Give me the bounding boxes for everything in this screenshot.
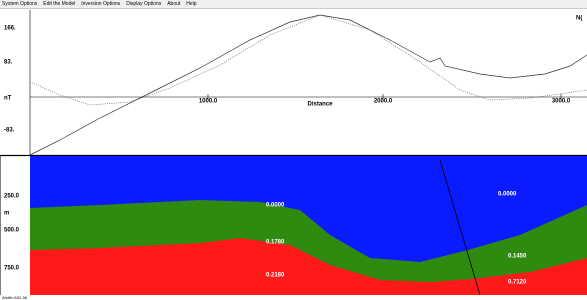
profile-panel — [0, 10, 587, 155]
status-bar: Width=532.38 — [2, 295, 27, 300]
body-label: 0.2180 — [266, 273, 285, 279]
x-label: 1000.0 — [199, 99, 218, 105]
body-label: 0.1780 — [266, 240, 285, 246]
x-label: 2000.0 — [374, 99, 393, 105]
body-label: 0.1450 — [508, 254, 527, 260]
depth-label: 250.0 — [4, 194, 20, 200]
x-label: 3000.0 — [552, 99, 571, 105]
depth-label: 750.0 — [4, 266, 20, 272]
y-label: 83. — [4, 60, 13, 66]
y-label: -83. — [4, 128, 15, 134]
y-label: 166. — [4, 26, 16, 32]
page: {"menu": ["System Options", "Edit the Mo… — [0, 0, 587, 300]
body-label: 0.7120 — [508, 280, 527, 286]
y-label: nT — [4, 96, 12, 102]
body-label: 0.0000 — [266, 203, 285, 209]
depth-label: m — [4, 211, 9, 217]
body-label: 0.0000 — [498, 192, 517, 198]
depth-label: 500.0 — [4, 228, 20, 234]
workspace: N( 166. 83. nT -83. 1000.0 2000.0 3000.0 Distanc… — [0, 0, 587, 295]
x-title: Distance — [307, 102, 333, 108]
corner-label: N( — [576, 16, 582, 22]
body: System Options Edit the Model Inversion … — [0, 0, 587, 300]
